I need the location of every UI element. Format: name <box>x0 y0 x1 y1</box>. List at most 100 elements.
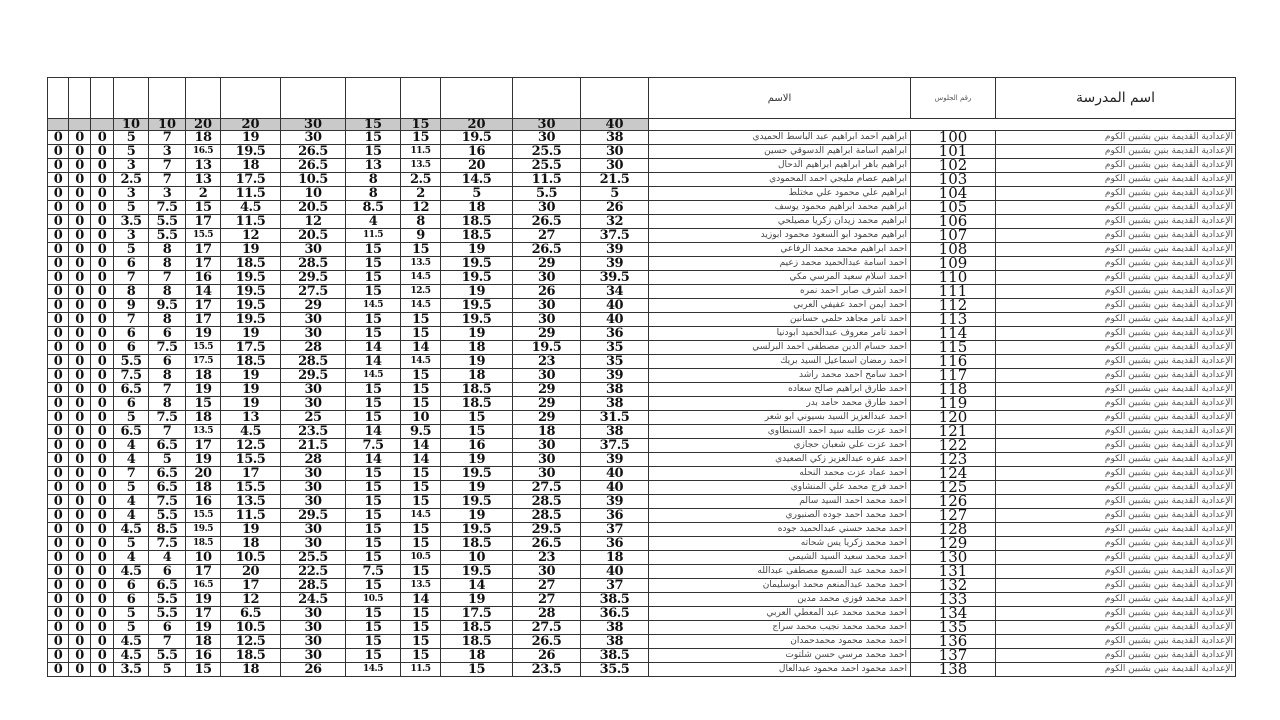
mark-cell: 14.5 <box>345 368 401 383</box>
mark-cell: 26.5 <box>512 214 581 229</box>
mark-cell: 0 <box>47 606 69 621</box>
subject-column-header <box>440 77 513 119</box>
mark-cell: 12.5 <box>220 438 281 453</box>
mark-cell: 19 <box>440 452 513 467</box>
mark-cell: 18.5 <box>440 396 513 411</box>
mark-cell: 18.5 <box>440 620 513 635</box>
seat-number: 122 <box>910 438 996 453</box>
mark-cell: 35.5 <box>580 662 649 677</box>
mark-cell: 15 <box>345 578 401 593</box>
mark-cell: 19.5 <box>185 522 221 537</box>
student-name: احمد محمد سعيد السيد الشيمي <box>648 550 911 565</box>
mark-cell: 30 <box>280 396 346 411</box>
mark-cell: 26.5 <box>512 242 581 257</box>
school-name: الإعدادية القديمة بنين بشبين الكوم <box>995 606 1236 621</box>
seat-number: 111 <box>910 284 996 299</box>
mark-cell: 15 <box>400 242 441 257</box>
mark-cell: 2 <box>185 186 221 201</box>
mark-cell: 15 <box>345 508 401 523</box>
mark-cell: 13 <box>220 410 281 425</box>
mark-cell: 0 <box>90 480 114 495</box>
student-name: ابراهيم محمود ابو السعود محمود ابوزيد <box>648 228 911 243</box>
mark-cell: 13.5 <box>185 424 221 439</box>
seat-number: 128 <box>910 522 996 537</box>
mark-cell: 0 <box>47 172 69 187</box>
seat-number: 118 <box>910 382 996 397</box>
student-name: احمد رمضان اسماعيل السيد بريك <box>648 354 911 369</box>
mark-cell: 4.5 <box>220 200 281 215</box>
mark-cell: 9 <box>113 298 149 313</box>
mark-cell: 30 <box>512 564 581 579</box>
table-row: 0 0 0 5.5 6 17.5 18.5 28.5 14 14.5 19 23 35 احمد رمضا… <box>47 354 1236 369</box>
student-name: احمد اشرف صابر احمد نمره <box>648 284 911 299</box>
school-name: الإعدادية القديمة بنين بشبين الكوم <box>995 256 1236 271</box>
mark-cell: 26.5 <box>280 144 346 159</box>
mark-cell: 0 <box>47 228 69 243</box>
mark-cell: 5.5 <box>148 228 186 243</box>
mark-cell: 15 <box>345 606 401 621</box>
mark-cell: 0 <box>90 326 114 341</box>
mark-cell: 30 <box>580 158 649 173</box>
mark-cell: 16.5 <box>185 578 221 593</box>
school-name: الإعدادية القديمة بنين بشبين الكوم <box>995 242 1236 257</box>
mark-cell: 15 <box>185 396 221 411</box>
seat-number: 127 <box>910 508 996 523</box>
mark-cell: 29 <box>512 396 581 411</box>
mark-cell: 5 <box>113 200 149 215</box>
mark-cell: 15 <box>400 480 441 495</box>
mark-cell: 7.5 <box>148 340 186 355</box>
mark-cell: 6 <box>113 326 149 341</box>
mark-cell: 0 <box>90 298 114 313</box>
mark-cell: 18.5 <box>440 228 513 243</box>
mark-cell: 0 <box>68 298 91 313</box>
mark-cell: 0 <box>47 186 69 201</box>
mark-cell: 7 <box>148 270 186 285</box>
seat-number: 101 <box>910 144 996 159</box>
table-row: 0 0 0 4.5 6 17 20 22.5 7.5 15 19.5 30 40 احمد محمد عب… <box>47 564 1236 579</box>
mark-cell: 17 <box>220 466 281 481</box>
seat-number: 126 <box>910 494 996 509</box>
subject-column-header <box>345 77 401 119</box>
mark-cell: 39 <box>580 494 649 509</box>
max-mark-cell: 20 <box>185 118 221 131</box>
table-row: 0 0 0 4 7.5 16 13.5 30 15 15 19.5 28.5 39 احمد محمد ا… <box>47 494 1236 509</box>
mark-cell: 27.5 <box>512 480 581 495</box>
mark-cell: 15 <box>400 396 441 411</box>
school-name: الإعدادية القديمة بنين بشبين الكوم <box>995 200 1236 215</box>
mark-cell: 6 <box>148 354 186 369</box>
table-row: 0 0 0 7 7 16 19.5 29.5 15 14.5 19.5 30 39.5 احمد اسلا… <box>47 270 1236 285</box>
mark-cell: 0 <box>68 144 91 159</box>
mark-cell: 18.5 <box>220 256 281 271</box>
mark-cell: 0 <box>68 368 91 383</box>
table-row: 0 0 0 6 8 17 18.5 28.5 15 13.5 19.5 29 39 احمد اسامة … <box>47 256 1236 271</box>
mark-cell: 8 <box>148 256 186 271</box>
mark-cell: 15 <box>345 312 401 327</box>
mark-cell: 0 <box>47 494 69 509</box>
mark-cell: 4 <box>113 550 149 565</box>
mark-cell: 15 <box>345 130 401 145</box>
table-row: 0 0 0 3.5 5.5 17 11.5 12 4 8 18.5 26.5 32 ابراهيم محم… <box>47 214 1236 229</box>
mark-cell: 15 <box>345 634 401 649</box>
mark-cell: 39 <box>580 452 649 467</box>
mark-cell: 0 <box>68 354 91 369</box>
mark-cell: 3.5 <box>113 214 149 229</box>
mark-cell: 5 <box>113 536 149 551</box>
mark-cell: 7.5 <box>148 410 186 425</box>
mark-cell: 15 <box>345 144 401 159</box>
mark-cell: 19 <box>220 396 281 411</box>
mark-cell: 29 <box>512 256 581 271</box>
mark-cell: 0 <box>90 634 114 649</box>
mark-cell: 0 <box>90 186 114 201</box>
mark-cell: 37.5 <box>580 438 649 453</box>
student-name: احمد عبدالعزيز السيد بسيوني ابو شعر <box>648 410 911 425</box>
mark-cell: 0 <box>68 536 91 551</box>
mark-cell: 18 <box>440 648 513 663</box>
mark-cell: 16 <box>185 270 221 285</box>
mark-cell: 5 <box>113 410 149 425</box>
mark-cell: 0 <box>90 620 114 635</box>
mark-cell: 0 <box>68 494 91 509</box>
mark-cell: 0 <box>90 564 114 579</box>
mark-cell: 0 <box>90 368 114 383</box>
mark-cell: 0 <box>47 466 69 481</box>
mark-cell: 30 <box>280 606 346 621</box>
